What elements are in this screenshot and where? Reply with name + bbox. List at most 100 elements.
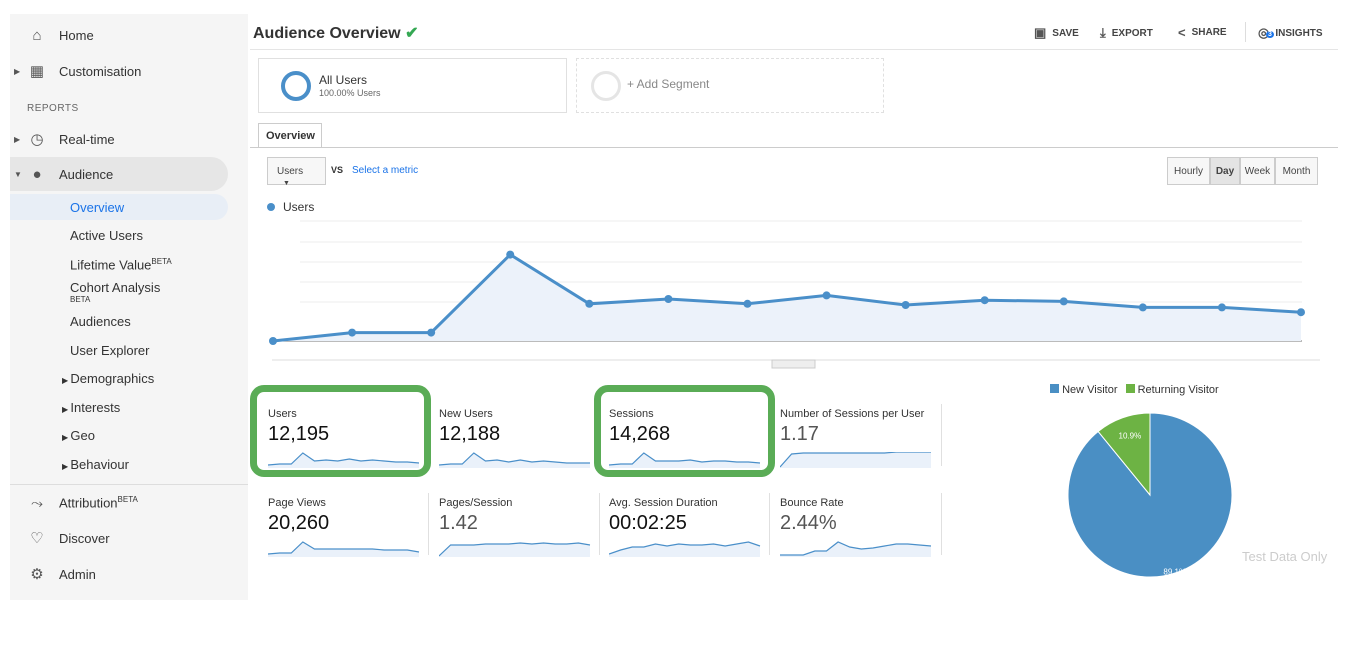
data-point [1297,308,1305,317]
collapse-arrow-icon: ▼ [14,169,22,179]
empty-circle-icon [591,71,621,101]
data-point [1059,297,1068,306]
insights-icon: ◎ 3 [1258,25,1274,40]
visitor-pie-chart: 89.1% 10.9% [1067,412,1233,578]
divider [250,147,1338,148]
sidebar: ⌂ Home ▶ ▦ Customisation REPORTS ▶ ◷ Real-tim… [10,14,248,600]
metric-label: Pages/Session [439,497,513,509]
save-icon: ▣ [1034,25,1047,40]
add-segment-button[interactable]: + Add Segment [576,58,884,113]
metric-page-views[interactable]: Page Views 20,260 [268,497,438,577]
tab-overview[interactable]: Overview [258,123,322,148]
data-point [585,299,594,308]
save-button[interactable]: ▣ SAVE [1034,25,1079,40]
pie-slice-label: 10.9% [1119,431,1142,440]
attribution-icon: ⤳ [30,494,43,512]
lightbulb-icon: ♡ [30,530,44,547]
sparkline [609,541,761,557]
watermark: Test Data Only [1242,549,1328,564]
legend-returning-visitor: Returning Visitor [1125,384,1219,396]
divider [941,404,942,466]
metric-users[interactable]: Users 12,195 [268,408,438,488]
person-icon: ● [32,165,42,183]
expand-arrow-icon: ▶ [14,134,21,144]
page-title: Audience Overview ✔ [253,25,419,42]
data-point [427,328,436,337]
chart-collapse-handle[interactable] [771,359,816,369]
sparkline-line [439,452,590,466]
metric-pages-session[interactable]: Pages/Session 1.42 [439,497,609,577]
period-month[interactable]: Month [1275,157,1318,185]
metric-value: 12,195 [268,423,330,445]
dashboard-icon: ▦ [29,63,45,80]
sidebar-item-behaviour[interactable]: ▶ Behaviour [62,457,129,472]
period-week[interactable]: Week [1240,157,1275,185]
vs-label: VS [331,165,344,175]
sparkline [268,541,420,557]
sidebar-item-user-explorer[interactable]: User Explorer [70,343,150,358]
metric-bounce-rate[interactable]: Bounce Rate 2.44% [780,497,950,577]
sparkline-area [439,543,590,557]
sparkline-line [439,542,591,557]
segment-all-users[interactable]: All Users 100.00% Users [258,58,567,113]
data-point [664,295,673,303]
verified-shield-icon: ✔ [405,25,419,42]
metric-new-users[interactable]: New Users 12,188 [439,408,609,488]
share-button[interactable]: < SHARE [1178,25,1227,40]
sparkline [439,542,591,557]
header: Audience Overview ✔ ▣ SAVE ⤓ EXPORT < SHARE… [250,14,1338,50]
divider [599,493,600,555]
sparkline-line [268,452,420,466]
sidebar-item-discover[interactable]: ♡ Discover [10,521,228,555]
data-point [822,291,831,300]
area-fill [273,254,1301,341]
export-button[interactable]: ⤓ EXPORT [1100,25,1153,40]
sidebar-item-customisation[interactable]: ▶ ▦ Customisation [14,63,142,80]
metric-sessions[interactable]: Sessions 14,268 [609,408,779,488]
insights-button[interactable]: ◎ 3 INSIGHTS [1258,25,1323,40]
pie-slice-returning [1097,412,1151,497]
metric-label: Page Views [268,497,326,509]
sidebar-item-lifetime-value[interactable]: Lifetime ValueBETA [70,257,172,273]
metric-value: 00:02:25 [609,512,687,534]
sidebar-item-cohort-analysis[interactable]: Cohort Analysis BETA [70,280,161,304]
sidebar-item-overview[interactable]: Overview [10,194,228,220]
metric-value: 12,188 [439,423,501,445]
sidebar-item-audiences[interactable]: Audiences [70,314,131,329]
sidebar-item-geo[interactable]: ▶ Geo [62,428,95,443]
sidebar-item-interests[interactable]: ▶ Interests [62,400,121,415]
metric-number-of-sessions-per-user[interactable]: Number of Sessions per User 1.17 [780,408,950,488]
sidebar-item-demographics[interactable]: ▶ Demographics [62,371,155,386]
select-metric-link[interactable]: Select a metric [352,165,419,176]
metric-value: 1.42 [439,512,478,534]
sidebar-item-attribution[interactable]: ⤳ AttributionBETA [10,486,228,520]
sparkline-line [609,541,761,555]
sparkline [439,452,590,468]
sparkline-area [780,542,931,557]
sparkline [609,452,761,468]
sidebar-item-admin[interactable]: ⚙ Admin [10,557,228,591]
sidebar-item-audience[interactable]: ▼ ● Audience [10,157,228,191]
sparkline-line [609,452,761,466]
share-icon: < [1178,25,1186,40]
data-point [506,250,515,259]
metric-label: Avg. Session Duration [609,497,718,509]
gear-icon: ⚙ [30,566,44,583]
metric-avg-session-duration[interactable]: Avg. Session Duration 00:02:25 [609,497,779,577]
segment-circle-icon [281,71,311,101]
metric-value: 2.44% [780,512,837,534]
users-series-line [272,252,1302,343]
sidebar-item-home[interactable]: ⌂ Home [10,18,228,52]
divider [428,493,429,555]
sidebar-item-realtime[interactable]: ▶ ◷ Real-time [14,131,115,148]
expand-arrow-icon: ▶ [14,66,21,76]
pie-legend: New Visitor Returning Visitor [1050,384,1219,396]
period-day[interactable]: Day [1210,157,1240,185]
period-hourly[interactable]: Hourly [1167,157,1210,185]
sparkline [780,452,931,468]
download-icon: ⤓ [1100,25,1106,40]
legend-dot-icon [267,203,275,211]
metric-select[interactable]: Users ▼ [267,157,326,187]
sidebar-item-active-users[interactable]: Active Users [70,228,143,243]
period-toggle: Hourly Day Week Month [1167,157,1318,185]
